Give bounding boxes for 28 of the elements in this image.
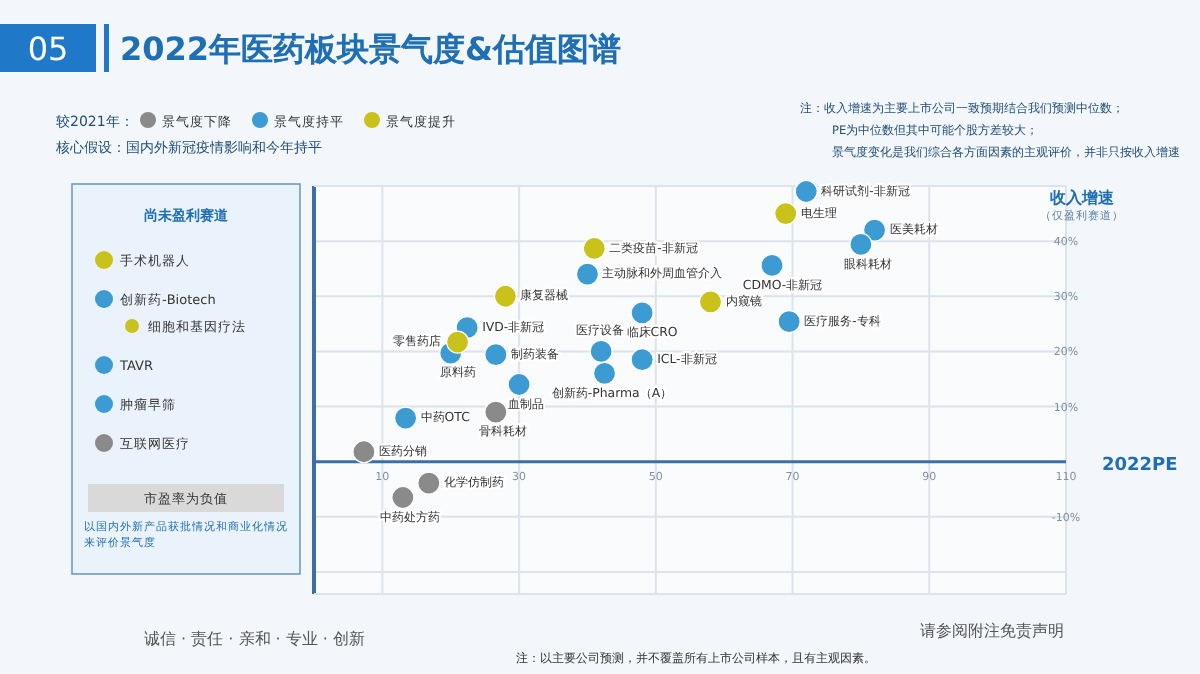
point [575, 262, 600, 286]
point [493, 284, 518, 308]
point [630, 348, 654, 372]
point [417, 471, 441, 495]
point [774, 201, 798, 226]
chart-title: 2022年医药板块景气度&估值图谱 [120, 30, 621, 68]
point [849, 232, 873, 257]
point [589, 339, 613, 364]
point [777, 310, 801, 334]
point [760, 253, 784, 277]
text: 诚信 · 责任 · 亲和 · 专业 · 创新 [144, 630, 366, 648]
point [582, 236, 606, 260]
point [794, 179, 818, 204]
text: 05 [27, 30, 69, 68]
text: 请参阅附注免责声明 [920, 622, 1064, 640]
y-axis-title: 收入增速 [1050, 188, 1116, 207]
point [445, 330, 470, 354]
point [862, 218, 887, 242]
x-axis-title: 2022PE [1102, 455, 1178, 476]
point [484, 400, 508, 424]
point [592, 361, 617, 386]
point [484, 343, 508, 367]
point [394, 406, 418, 430]
point [630, 301, 654, 325]
point [507, 372, 531, 397]
point [391, 485, 415, 510]
point [352, 440, 376, 464]
point [698, 290, 723, 314]
